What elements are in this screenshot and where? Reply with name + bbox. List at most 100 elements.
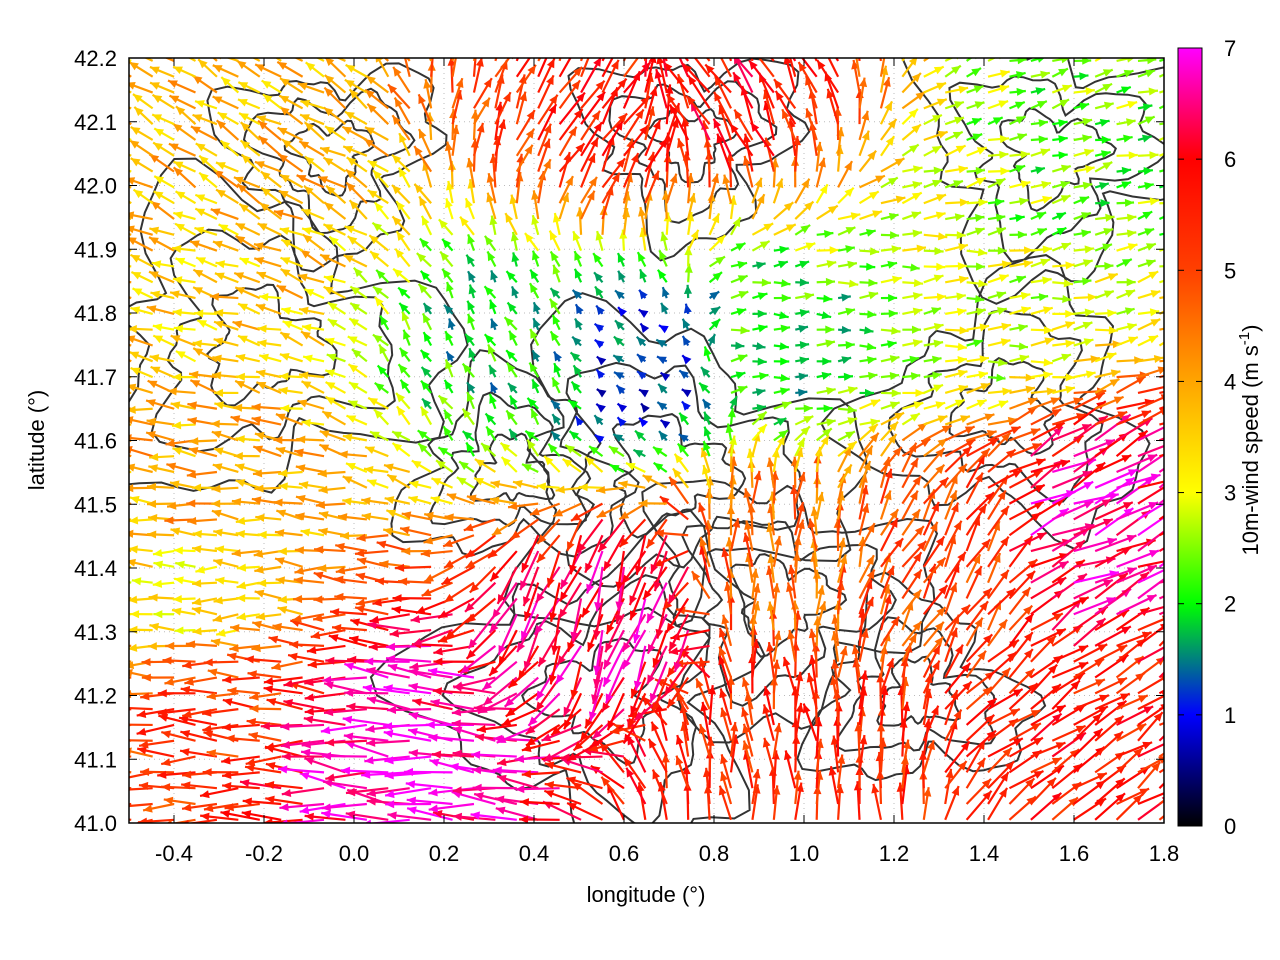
- wind-arrow: [1008, 777, 1036, 805]
- wind-arrow: [1073, 245, 1095, 254]
- wind-arrow: [443, 581, 475, 604]
- wind-arrow: [633, 645, 647, 691]
- wind-arrow: [379, 560, 410, 569]
- wind-arrow: [371, 221, 389, 236]
- wind-arrow: [215, 119, 240, 141]
- wind-arrow: [1051, 661, 1089, 679]
- wind-arrow: [646, 645, 668, 685]
- wind-arrow: [420, 379, 432, 394]
- wind-arrow: [1073, 293, 1097, 302]
- wind-arrow: [366, 479, 389, 489]
- wind-arrow: [1051, 480, 1094, 505]
- wind-arrow: [348, 635, 389, 647]
- wind-arrow: [1073, 148, 1094, 157]
- wind-arrow: [160, 783, 196, 792]
- wind-arrow: [180, 685, 218, 695]
- wind-arrow: [795, 278, 809, 287]
- wind-arrow: [699, 536, 711, 568]
- wind-arrow: [636, 251, 647, 267]
- wind-arrow: [431, 477, 454, 489]
- wind-arrow: [257, 119, 282, 141]
- wind-arrow: [417, 429, 432, 442]
- wind-arrow: [168, 94, 196, 110]
- wind-arrow: [276, 284, 304, 300]
- contour-line: [441, 574, 711, 823]
- wind-arrow: [152, 141, 175, 157]
- wind-arrow: [564, 444, 582, 458]
- wind-arrow: [307, 660, 346, 669]
- wind-arrow: [966, 146, 988, 157]
- wind-arrow: [859, 291, 879, 300]
- wind-arrow: [263, 676, 303, 686]
- wind-arrow: [254, 63, 282, 78]
- wind-arrow: [136, 746, 175, 758]
- wind-arrow: [773, 279, 791, 288]
- wind-arrow: [437, 629, 475, 643]
- wind-arrow: [230, 415, 261, 426]
- wind-arrow: [966, 85, 984, 94]
- wind-arrow: [174, 626, 196, 635]
- wind-arrow: [252, 469, 282, 478]
- wind-arrow: [235, 516, 260, 525]
- wind-arrow: [133, 106, 154, 125]
- wind-arrow: [1137, 711, 1164, 742]
- wind-arrow: [237, 334, 261, 347]
- wind-arrow: [1158, 310, 1164, 315]
- wind-arrow: [369, 430, 389, 442]
- wind-arrow: [1116, 181, 1132, 189]
- wind-arrow: [151, 260, 175, 269]
- wind-arrow: [698, 723, 711, 757]
- wind-arrow: [458, 460, 475, 473]
- wind-arrow: [795, 324, 809, 333]
- wind-arrow: [1030, 326, 1054, 335]
- wind-arrow: [194, 100, 218, 110]
- wind-arrow: [1073, 370, 1096, 379]
- wind-arrow: [322, 223, 346, 236]
- wind-arrow: [352, 267, 368, 284]
- wind-arrow: [1159, 122, 1164, 126]
- wind-arrow: [1094, 507, 1134, 537]
- wind-arrow: [1159, 152, 1164, 157]
- wind-arrow: [580, 176, 598, 204]
- wind-arrow: [1009, 385, 1036, 395]
- wind-arrow: [367, 396, 389, 410]
- wind-arrow: [621, 613, 647, 653]
- wind-arrow: [132, 93, 154, 110]
- wind-arrow: [137, 817, 175, 823]
- wind-arrow: [1137, 167, 1154, 176]
- wind-arrow: [461, 362, 475, 378]
- wind-arrow: [283, 698, 325, 711]
- wind-arrow: [1073, 355, 1101, 364]
- wind-arrow: [222, 770, 260, 780]
- wind-arrow: [236, 183, 261, 205]
- wind-arrow: [443, 409, 454, 426]
- wind-arrow: [275, 446, 303, 458]
- wind-arrow: [515, 58, 519, 62]
- wind-arrow: [418, 195, 433, 220]
- wind-arrow: [342, 475, 368, 489]
- wind-arrow: [1137, 797, 1164, 821]
- wind-arrow: [880, 340, 897, 349]
- wind-arrow: [859, 228, 876, 237]
- wind-arrow: [444, 330, 454, 347]
- wind-arrow: [815, 157, 826, 188]
- wind-arrow: [569, 534, 583, 575]
- wind-arrow: [1094, 644, 1128, 663]
- wind-arrow: [526, 438, 540, 457]
- x-tick-label: 0.8: [699, 841, 730, 866]
- wind-arrow: [140, 767, 175, 776]
- wind-arrow: [234, 463, 261, 474]
- wind-arrow: [281, 787, 325, 797]
- wind-arrow: [366, 787, 410, 798]
- wind-arrow: [278, 482, 303, 491]
- wind-arrow: [304, 692, 346, 702]
- wind-arrow: [766, 457, 775, 488]
- wind-arrow: [944, 768, 954, 805]
- wind-arrow: [576, 518, 604, 554]
- wind-arrow: [1051, 559, 1086, 584]
- wind-arrow: [1052, 385, 1076, 395]
- wind-arrow: [302, 233, 325, 252]
- wind-arrow: [295, 512, 325, 521]
- wind-arrow: [658, 324, 669, 334]
- wind-arrow: [902, 401, 924, 410]
